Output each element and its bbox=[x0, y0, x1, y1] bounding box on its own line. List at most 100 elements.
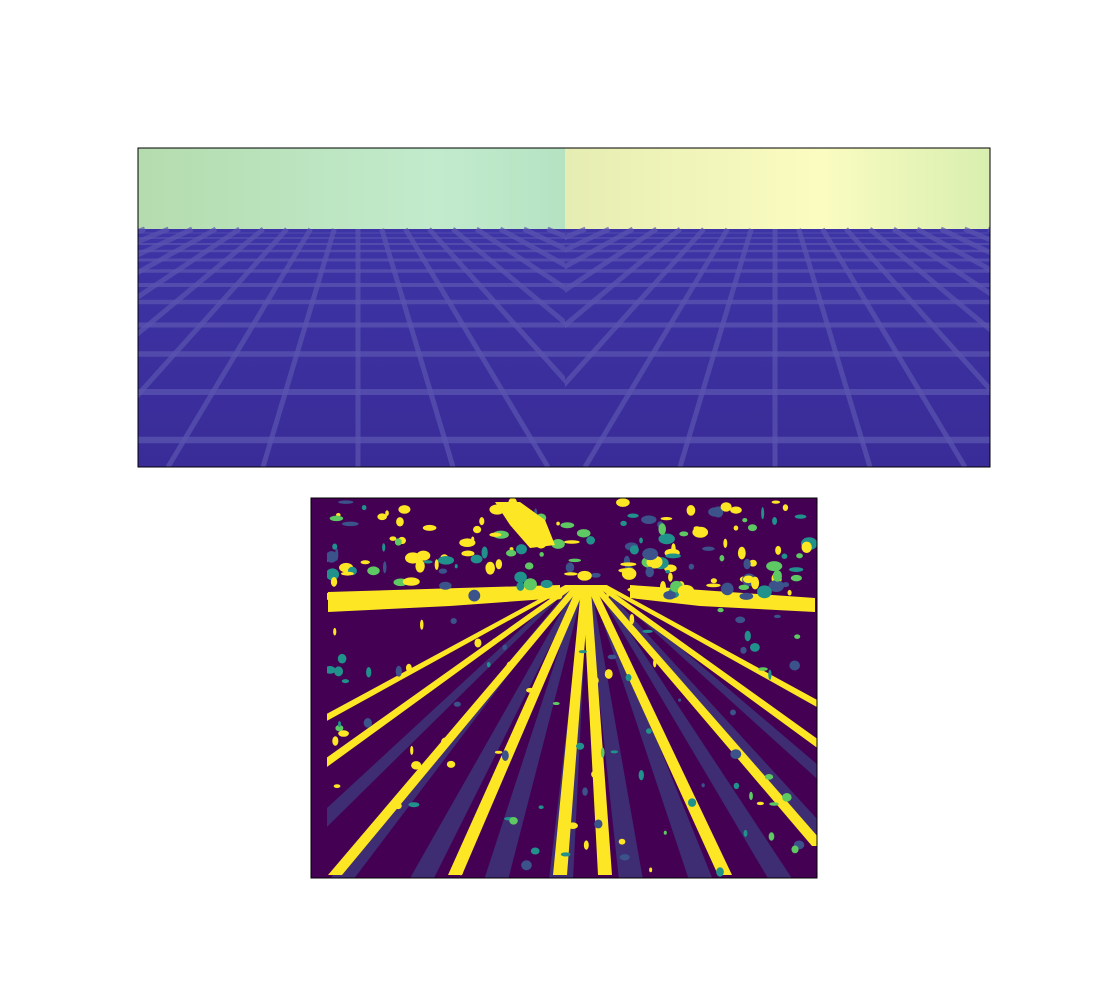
blob bbox=[719, 555, 725, 562]
blob bbox=[742, 575, 754, 584]
blob bbox=[516, 581, 525, 591]
blob bbox=[594, 762, 599, 773]
streak bbox=[410, 585, 581, 878]
blob bbox=[402, 577, 420, 586]
grid-line bbox=[820, 227, 968, 467]
blob bbox=[607, 654, 617, 660]
blob bbox=[329, 515, 344, 522]
blob bbox=[764, 774, 774, 780]
blob bbox=[408, 802, 420, 808]
blob bbox=[538, 805, 544, 810]
blob bbox=[766, 561, 783, 572]
blob bbox=[468, 589, 481, 602]
blob bbox=[341, 521, 359, 527]
grid-line bbox=[565, 227, 706, 388]
blob bbox=[772, 516, 778, 525]
blob bbox=[360, 560, 370, 565]
blob bbox=[665, 553, 681, 559]
blob bbox=[438, 568, 448, 574]
streak bbox=[594, 585, 817, 748]
blob bbox=[334, 666, 344, 677]
blob bbox=[341, 571, 354, 576]
blob bbox=[749, 559, 757, 567]
blob bbox=[663, 830, 667, 835]
blob bbox=[743, 558, 751, 570]
blob bbox=[733, 525, 739, 531]
blob bbox=[749, 643, 760, 652]
blob bbox=[723, 538, 728, 548]
blob bbox=[509, 816, 518, 825]
blob bbox=[434, 559, 439, 571]
grid-line bbox=[0, 229, 121, 467]
blob bbox=[751, 576, 760, 590]
blob bbox=[627, 513, 639, 518]
blob bbox=[539, 552, 544, 557]
blob bbox=[572, 736, 577, 744]
grid-line bbox=[379, 228, 456, 467]
grid-line bbox=[582, 227, 730, 467]
streak bbox=[328, 585, 583, 875]
blob bbox=[423, 560, 433, 564]
blob bbox=[645, 728, 652, 734]
blob bbox=[586, 536, 595, 545]
grid-line bbox=[451, 227, 565, 326]
blob bbox=[616, 498, 630, 507]
blob bbox=[485, 561, 495, 575]
blob bbox=[369, 824, 380, 831]
bottom-frame bbox=[310, 497, 818, 879]
grid-line bbox=[403, 227, 551, 467]
blob bbox=[446, 760, 456, 768]
blob bbox=[560, 852, 571, 857]
blob bbox=[789, 567, 804, 572]
blob bbox=[796, 553, 803, 559]
blob bbox=[382, 561, 387, 574]
edge bbox=[311, 498, 327, 878]
blob bbox=[739, 592, 754, 600]
blob bbox=[366, 666, 372, 678]
blob bbox=[768, 579, 785, 593]
blob bbox=[501, 750, 509, 762]
blob bbox=[668, 572, 673, 582]
blob bbox=[592, 676, 599, 685]
blob bbox=[782, 793, 792, 802]
blob bbox=[363, 718, 372, 728]
blob bbox=[730, 506, 742, 514]
blob bbox=[505, 549, 517, 557]
blob bbox=[560, 522, 575, 529]
blob bbox=[677, 584, 695, 598]
blob bbox=[733, 782, 740, 790]
blob bbox=[781, 553, 788, 559]
blob bbox=[377, 513, 388, 521]
blob bbox=[495, 502, 555, 548]
blob bbox=[702, 546, 715, 551]
grid-line bbox=[138, 227, 265, 337]
blob bbox=[515, 544, 527, 555]
blob bbox=[737, 546, 746, 560]
streak bbox=[484, 585, 585, 878]
blob bbox=[618, 838, 626, 845]
streak bbox=[598, 585, 817, 708]
blob bbox=[629, 613, 635, 625]
blob bbox=[576, 742, 585, 750]
grid-line bbox=[677, 228, 754, 467]
blob bbox=[768, 669, 772, 680]
blob bbox=[660, 517, 673, 521]
blob bbox=[389, 536, 397, 541]
blob bbox=[459, 538, 476, 547]
blob bbox=[756, 801, 764, 806]
blob bbox=[454, 564, 458, 569]
blob bbox=[594, 819, 603, 829]
blob bbox=[526, 687, 535, 693]
grid-line bbox=[1083, 229, 1100, 467]
blob bbox=[332, 736, 339, 746]
blob bbox=[450, 618, 457, 624]
blob bbox=[618, 568, 634, 573]
blob bbox=[394, 538, 402, 546]
blob bbox=[411, 761, 422, 770]
grid-line bbox=[474, 226, 565, 292]
blob bbox=[506, 661, 513, 671]
blob bbox=[502, 644, 508, 651]
blob bbox=[479, 517, 485, 526]
blob bbox=[679, 531, 689, 537]
blob bbox=[489, 532, 502, 537]
